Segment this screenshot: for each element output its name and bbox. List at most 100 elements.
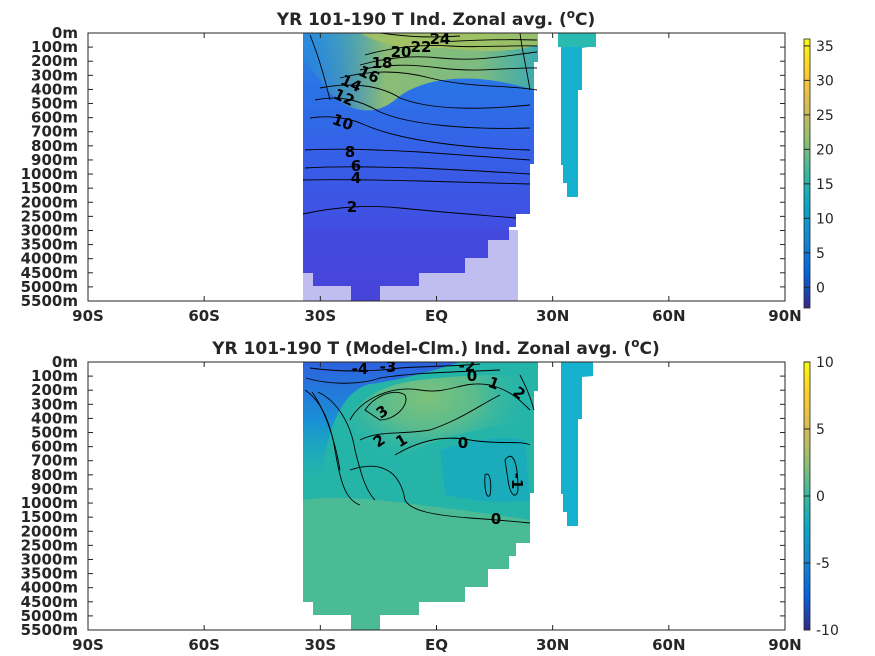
colorbar-tick-label: 25 <box>816 108 834 124</box>
contour-label: 22 <box>411 38 432 56</box>
top-warm-layer <box>303 33 538 111</box>
y-tick-label: 200m <box>31 381 78 399</box>
y-tick-label: 400m <box>31 409 78 427</box>
contour-label: 24 <box>430 30 451 48</box>
y-tick-label: 2500m <box>21 207 78 225</box>
y-tick-label: 0m <box>52 24 78 42</box>
y-tick-label: 5500m <box>21 292 78 310</box>
colorbar-tick-label: 0 <box>816 489 825 505</box>
y-tick-label: 5500m <box>21 621 78 639</box>
y-tick-label: 800m <box>31 137 78 155</box>
x-tick-label: 30N <box>536 307 569 325</box>
y-tick-label: 4000m <box>21 579 78 597</box>
y-tick-label: 1000m <box>21 165 78 183</box>
y-tick-label: 800m <box>31 466 78 484</box>
y-tick-label: 4500m <box>21 264 78 282</box>
contour-label: 4 <box>351 169 361 187</box>
top-contours <box>302 33 538 219</box>
y-tick-label: 500m <box>31 95 78 113</box>
y-tick-label: 2000m <box>21 522 78 540</box>
x-tick-label: 60S <box>188 307 220 325</box>
y-tick-label: 3000m <box>21 550 78 568</box>
contour-label: -4 <box>352 360 369 378</box>
colorbar-tick-label: 5 <box>816 246 825 262</box>
x-tick-label: 30N <box>536 636 569 654</box>
y-tick-label: 600m <box>31 109 78 127</box>
contour-label: 2 <box>347 198 357 216</box>
colorbar-tick-label: -5 <box>816 556 830 572</box>
y-tick-label: 600m <box>31 438 78 456</box>
x-tick-label: 30S <box>304 307 336 325</box>
bottom-colorbar-ticks: 10 5 0 -5 -10 <box>804 355 839 639</box>
y-tick-label: 3500m <box>21 236 78 254</box>
y-tick-label: 5000m <box>21 278 78 296</box>
y-tick-label: 900m <box>31 151 78 169</box>
colorbar-tick-label: 10 <box>816 211 834 227</box>
contour-label: -1 <box>508 473 526 490</box>
top-right-basin-upper <box>558 33 596 47</box>
contour-label: 20 <box>391 43 412 61</box>
y-tick-label: 400m <box>31 80 78 98</box>
y-tick-label: 700m <box>31 452 78 470</box>
y-tick-label: 2500m <box>21 536 78 554</box>
bottom-cool-core <box>440 438 530 503</box>
top-plot-area: 24 22 20 18 16 14 12 10 8 6 4 2 <box>88 30 785 301</box>
y-tick-label: 3000m <box>21 221 78 239</box>
contour-label: 8 <box>345 143 355 161</box>
colorbar-tick-label: 15 <box>816 177 834 193</box>
y-tick-label: 2000m <box>21 193 78 211</box>
top-x-axis: 90S 60S 30S EQ 30N 60N 90N <box>72 33 802 325</box>
contour-label: -2 <box>459 357 476 375</box>
y-tick-label: 1500m <box>21 179 78 197</box>
y-tick-label: 300m <box>31 66 78 84</box>
x-tick-label: 90S <box>72 307 104 325</box>
bottom-contours <box>304 363 535 524</box>
top-chart-title: YR 101-190 T Ind. Zonal avg. (oC) <box>276 7 595 30</box>
y-tick-label: 900m <box>31 480 78 498</box>
x-tick-label: 60N <box>652 636 685 654</box>
top-colorbar <box>803 38 811 309</box>
bottom-deep-green <box>303 497 530 630</box>
top-colorbar-ticks: 35 30 25 20 15 10 5 0 <box>804 39 834 296</box>
contour-label: 0 <box>467 367 477 385</box>
contour-label: 18 <box>372 54 393 72</box>
contour-label: -3 <box>380 358 397 376</box>
top-deep-layer <box>303 230 518 301</box>
colorbar-tick-label: 10 <box>816 355 834 371</box>
contour-label: 0 <box>458 434 468 452</box>
x-tick-label: 30S <box>304 636 336 654</box>
y-tick-label: 4500m <box>21 593 78 611</box>
y-tick-label: 3500m <box>21 565 78 583</box>
colorbar-tick-label: 20 <box>816 142 834 158</box>
bottom-chart-title: YR 101-190 T (Model-Clm.) Ind. Zonal avg… <box>211 336 660 359</box>
colorbar-tick-label: 30 <box>816 73 834 89</box>
y-tick-label: 0m <box>52 353 78 371</box>
x-tick-label: 90N <box>768 307 801 325</box>
y-tick-label: 4000m <box>21 250 78 268</box>
y-tick-label: 1000m <box>21 494 78 512</box>
y-tick-label: 300m <box>31 395 78 413</box>
bottom-plot-area: -4 -3 -2 0 1 2 3 2 1 0 -1 0 <box>88 357 785 630</box>
y-tick-label: 100m <box>31 367 78 385</box>
y-tick-label: 700m <box>31 123 78 141</box>
bottom-cold-lens <box>303 362 460 480</box>
y-tick-label: 100m <box>31 38 78 56</box>
y-tick-label: 5000m <box>21 607 78 625</box>
top-y-axis: 0m100m200m300m400m500m600m700m800m900m10… <box>21 24 785 310</box>
colorbar-tick-label: -10 <box>816 623 839 639</box>
y-tick-label: 200m <box>31 52 78 70</box>
colorbar-tick-label: 35 <box>816 39 834 55</box>
x-tick-label: EQ <box>425 307 448 325</box>
colorbar-tick-label: 5 <box>816 422 825 438</box>
contour-label: 6 <box>351 157 361 175</box>
x-tick-label: EQ <box>425 636 448 654</box>
x-tick-label: 90N <box>768 636 801 654</box>
x-tick-label: 90S <box>72 636 104 654</box>
y-tick-label: 500m <box>31 424 78 442</box>
contour-label: 0 <box>491 510 501 528</box>
bottom-warm-tongue <box>340 375 534 499</box>
colorbar-tick-label: 0 <box>816 280 825 296</box>
bottom-y-axis: 0m100m200m300m400m500m600m700m800m900m10… <box>21 353 785 639</box>
y-tick-label: 1500m <box>21 508 78 526</box>
